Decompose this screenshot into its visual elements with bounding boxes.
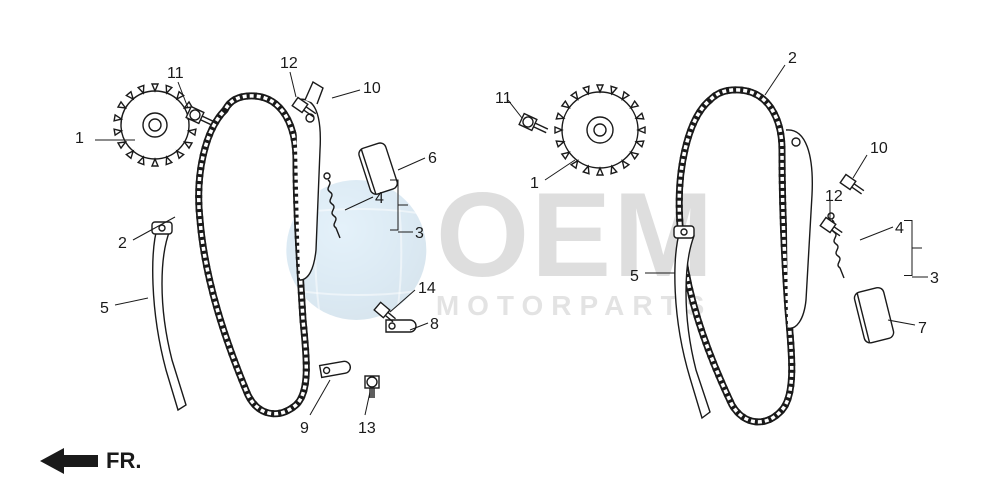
arrow-left-icon	[40, 448, 100, 474]
front-direction-indicator: FR.	[40, 448, 141, 474]
callout-c-l-8: 8	[430, 316, 439, 334]
callout-c-l-14: 14	[418, 280, 436, 298]
callout-c-r-12: 12	[825, 188, 843, 206]
callout-c-r-4: 4	[895, 220, 904, 238]
front-label: FR.	[106, 448, 141, 474]
callout-c-r-2: 2	[788, 50, 797, 68]
callout-c-r-3: 3	[930, 270, 939, 288]
leaders-layer	[0, 0, 1001, 500]
callout-c-r-5: 5	[630, 268, 639, 286]
callout-c-l-9: 9	[300, 420, 309, 438]
callout-c-r-1: 1	[530, 175, 539, 193]
callout-c-l-11: 11	[167, 65, 184, 83]
callout-c-l-5: 5	[100, 300, 109, 318]
diagram-canvas: OEM MOTORPARTS	[0, 0, 1001, 500]
callout-c-r-7: 7	[918, 320, 927, 338]
callout-c-r-11: 11	[495, 90, 512, 108]
callout-c-l-1: 1	[75, 130, 84, 148]
callout-c-l-10: 10	[363, 80, 381, 98]
callout-c-l-12: 12	[280, 55, 298, 73]
callout-c-l-2: 2	[118, 235, 127, 253]
callout-c-l-13: 13	[358, 420, 376, 438]
callout-c-r-10: 10	[870, 140, 888, 158]
callout-c-l-4: 4	[375, 190, 384, 208]
callout-c-l-3: 3	[415, 225, 424, 243]
callout-c-l-6: 6	[428, 150, 437, 168]
